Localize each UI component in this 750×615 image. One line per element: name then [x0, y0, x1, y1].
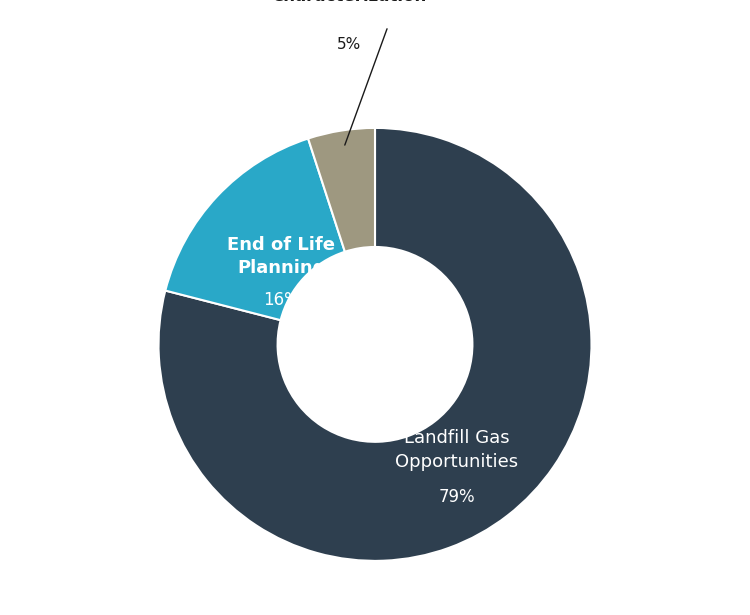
Wedge shape — [165, 138, 345, 320]
Text: 16%: 16% — [262, 291, 299, 309]
Text: 79%: 79% — [439, 488, 475, 506]
Text: 5%: 5% — [337, 37, 362, 52]
Wedge shape — [308, 128, 375, 252]
Wedge shape — [158, 128, 592, 561]
Text: End of Life
Planning: End of Life Planning — [227, 236, 335, 277]
Text: Landfill Gas
Opportunities: Landfill Gas Opportunities — [395, 429, 518, 470]
Text: Waste
Characterization: Waste Characterization — [272, 0, 427, 4]
